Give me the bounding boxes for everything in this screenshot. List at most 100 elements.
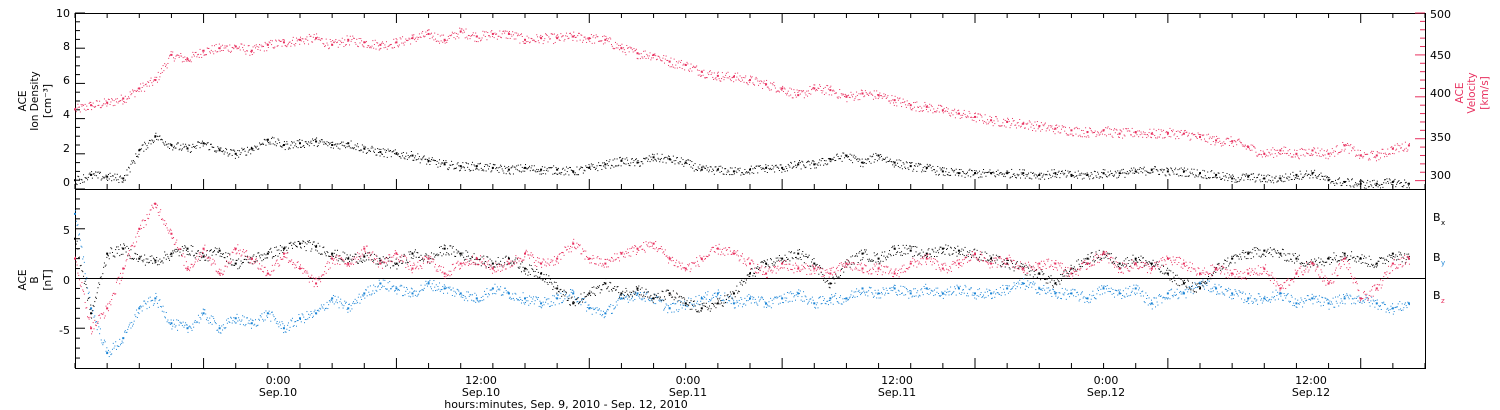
density-sample bbox=[1294, 178, 1296, 180]
by-sample bbox=[543, 304, 545, 306]
density-sample bbox=[1065, 176, 1067, 178]
density-sample bbox=[977, 171, 979, 173]
by-sample bbox=[105, 350, 107, 352]
velocity-sample bbox=[590, 34, 592, 36]
velocity-sample bbox=[895, 102, 897, 104]
density-sample bbox=[155, 132, 157, 134]
velocity-sample bbox=[1006, 120, 1008, 122]
velocity-sample bbox=[1142, 131, 1144, 133]
velocity-sample bbox=[962, 112, 964, 114]
velocity-sample bbox=[135, 90, 137, 92]
density-sample bbox=[485, 170, 487, 172]
velocity-sample bbox=[466, 36, 468, 38]
density-sample bbox=[861, 158, 863, 160]
by-sample bbox=[459, 294, 461, 296]
density-sample bbox=[198, 142, 200, 144]
velocity-sample bbox=[723, 79, 725, 81]
velocity-sample bbox=[1299, 148, 1301, 150]
density-sample bbox=[789, 166, 791, 168]
density-sample bbox=[1380, 187, 1381, 189]
density-sample bbox=[1041, 176, 1043, 178]
velocity-sample bbox=[1054, 133, 1056, 135]
by-sample bbox=[461, 294, 463, 296]
velocity-sample bbox=[607, 38, 609, 40]
by-sample bbox=[444, 285, 446, 287]
velocity-point bbox=[845, 95, 848, 98]
by-sample bbox=[452, 287, 454, 289]
by-sample bbox=[385, 288, 387, 290]
velocity-sample bbox=[1107, 126, 1109, 128]
density-sample bbox=[1365, 187, 1367, 189]
by-sample bbox=[597, 309, 599, 311]
legend-bx: B x bbox=[1433, 211, 1445, 227]
by-sample bbox=[705, 298, 707, 300]
by-sample bbox=[322, 307, 324, 309]
density-sample bbox=[1330, 182, 1332, 184]
velocity-point bbox=[1054, 127, 1057, 130]
by-sample bbox=[583, 298, 585, 300]
velocity-sample bbox=[568, 37, 570, 39]
velocity-sample bbox=[520, 34, 522, 36]
by-sample bbox=[537, 296, 539, 298]
density-sample bbox=[768, 168, 770, 170]
density-sample bbox=[1114, 170, 1116, 172]
by-sample bbox=[178, 324, 180, 326]
density-sample bbox=[1183, 167, 1185, 169]
density-sample bbox=[635, 159, 637, 161]
velocity-sample bbox=[218, 47, 220, 49]
velocity-sample bbox=[951, 109, 953, 111]
by-sample bbox=[1006, 287, 1008, 289]
density-sample bbox=[1122, 172, 1124, 174]
density-sample bbox=[1150, 172, 1152, 174]
velocity-sample bbox=[682, 64, 684, 66]
by-sample bbox=[370, 294, 372, 296]
density-sample bbox=[301, 139, 303, 141]
density-sample bbox=[430, 160, 432, 162]
density-sample bbox=[1148, 172, 1150, 174]
by-sample bbox=[212, 316, 214, 318]
velocity-sample bbox=[373, 44, 375, 46]
velocity-point bbox=[347, 38, 350, 41]
density-sample bbox=[218, 148, 220, 150]
velocity-sample bbox=[608, 41, 610, 43]
by-sample bbox=[274, 319, 276, 321]
velocity-sample bbox=[760, 80, 762, 82]
density-sample bbox=[1115, 172, 1117, 174]
by-sample bbox=[237, 320, 239, 322]
velocity-sample bbox=[918, 111, 920, 113]
density-sample bbox=[751, 172, 753, 174]
velocity-sample bbox=[905, 104, 907, 106]
by-sample bbox=[272, 314, 274, 316]
density-sample bbox=[280, 146, 282, 148]
by-sample bbox=[678, 309, 680, 311]
density-sample bbox=[225, 147, 227, 149]
by-sample bbox=[808, 300, 810, 302]
density-sample bbox=[709, 166, 711, 168]
density-sample bbox=[246, 154, 248, 156]
velocity-sample bbox=[1228, 144, 1230, 146]
velocity-sample bbox=[1407, 149, 1409, 151]
velocity-sample bbox=[185, 59, 187, 61]
density-sample bbox=[567, 167, 569, 169]
density-sample bbox=[332, 141, 334, 143]
density-sample bbox=[467, 166, 469, 168]
velocity-sample bbox=[284, 44, 286, 46]
by-sample bbox=[1012, 286, 1014, 288]
velocity-point bbox=[636, 52, 639, 55]
by-sample bbox=[736, 300, 738, 302]
density-sample bbox=[621, 158, 623, 160]
velocity-sample bbox=[1371, 150, 1373, 152]
velocity-sample bbox=[851, 94, 853, 96]
velocity-sample bbox=[1399, 145, 1401, 147]
by-sample bbox=[751, 296, 753, 298]
density-sample bbox=[762, 167, 764, 169]
density-sample bbox=[1126, 173, 1128, 175]
velocity-sample bbox=[593, 35, 595, 37]
by-sample bbox=[475, 301, 477, 303]
by-sample bbox=[352, 302, 354, 304]
velocity-sample bbox=[294, 45, 296, 47]
velocity-sample bbox=[197, 54, 199, 56]
velocity-sample bbox=[877, 98, 879, 100]
velocity-sample bbox=[610, 44, 612, 46]
by-sample bbox=[92, 310, 94, 312]
